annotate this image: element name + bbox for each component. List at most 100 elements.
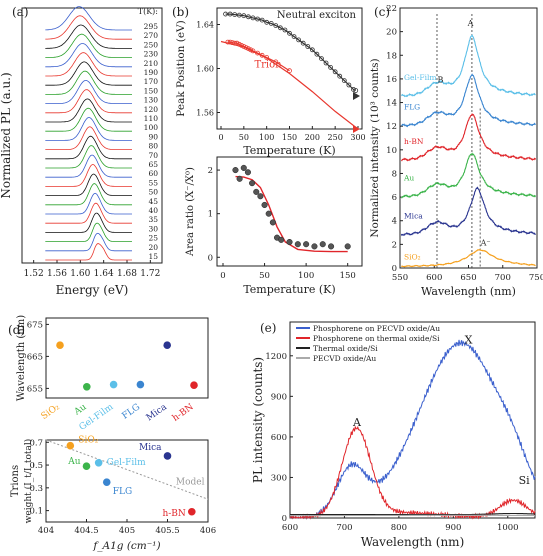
panel-d-top-point — [109, 380, 118, 389]
panel-b-bottom-xtick-label: 150 — [340, 271, 356, 281]
panel-c-annotation-aminus: A⁻ — [480, 239, 491, 248]
panel-a-temp-label: 130 — [144, 96, 159, 105]
panel-b-series-name: Neutral exciton — [277, 10, 357, 21]
panel-d-bottom-ytick-label: 0.5 — [29, 461, 43, 471]
panel-d-bottom-point-label: Mica — [139, 443, 162, 453]
panel-d-bottom-ylabel-line2: weight (I_t/I_total) — [23, 439, 34, 524]
panel-b-bottom-point — [261, 201, 268, 209]
panel-a-temp-label: 70 — [148, 151, 158, 160]
panel-d-bottom-point-label: h-BN — [162, 509, 185, 519]
panel-d-top-ylabel: Wavelength (nm) — [16, 315, 27, 401]
panel-e-xtick-label: 800 — [391, 523, 407, 533]
panel-b-series-point — [227, 11, 233, 17]
panel-b-bottom-point — [253, 188, 260, 195]
panel-b-top-xtick-label: 300 — [350, 133, 365, 142]
panel-b-top-ytick-label: 1.64 — [196, 21, 214, 30]
panel-d-bottom-ylabel-line1: Trions — [10, 465, 21, 497]
panel-b-series-point — [332, 69, 338, 75]
panel-b-bottom-point — [257, 193, 264, 200]
panel-b-series-point — [337, 73, 343, 79]
panel-c-xtick-label: 650 — [460, 273, 476, 283]
panel-a-spectrum — [45, 164, 132, 187]
panel-b-bottom-point — [236, 175, 243, 182]
panel-b-series-point — [309, 47, 315, 53]
panel-b-series-point — [346, 82, 352, 88]
panel-b-series-line — [225, 13, 356, 92]
panel-b-series-point — [259, 17, 265, 23]
panel-d-top-category-label: Mica — [145, 402, 170, 423]
panel-b-series-point — [232, 12, 238, 18]
panel-e-label: (e) — [260, 321, 276, 335]
panel-b-series-point — [323, 60, 329, 66]
panel-b-bottom-ylabel: Area ratio (X⁻/X⁰) — [185, 167, 196, 257]
panel-a-spectrum — [45, 80, 132, 104]
panel-b-series-point — [236, 12, 242, 18]
panel-a-spectrum — [45, 173, 132, 197]
panel-d-bottom-xtick-label: 405 — [119, 526, 135, 536]
panel-a-temp-label: 35 — [148, 215, 158, 224]
panel-d-top-category-label: h-BN — [171, 402, 196, 424]
panel-d-top-frame — [45, 317, 209, 399]
panel-c-spectrum — [400, 112, 537, 162]
panel-b-top-xtick-label: 100 — [259, 133, 274, 142]
panel-a-spectrum — [45, 212, 132, 233]
panel-a-spectrum — [45, 98, 132, 123]
panel-d-top-category-label: Au — [72, 402, 89, 418]
panel-b-top-ylabel: Peak Position (eV) — [175, 20, 187, 116]
panel-b-series-point — [328, 65, 334, 70]
panel-c-series-label: Gel-Film — [404, 73, 436, 82]
panel-a-temp-label: 100 — [144, 123, 159, 132]
panel-d-bottom-point-label: FLG — [113, 487, 132, 497]
panel-d-top-ytick-label: 655 — [27, 384, 43, 394]
panel-b-series-name: Trion — [254, 59, 282, 70]
panel-a-spectrum — [45, 135, 132, 160]
panel-b-bottom-xtick-label: 100 — [298, 271, 314, 281]
panel-b-bottom-point — [286, 238, 293, 246]
panel-e-ytick-label: 1200 — [265, 352, 287, 362]
panel-c-label: (c) — [374, 5, 390, 19]
panel-e-ytick-label: 600 — [271, 433, 287, 443]
panel-d-top-point — [163, 341, 171, 350]
panel-c-xtick-label: 700 — [495, 273, 511, 283]
panel-e-xtick-label: 900 — [445, 523, 461, 533]
panel-b-bottom-ytick-label: 0 — [208, 253, 213, 263]
panel-b-top-xtick-label: 150 — [282, 133, 297, 142]
panel-e-legend-label: Thermal oxide/Si — [313, 344, 378, 353]
panel-b-series-point — [314, 51, 320, 57]
panel-a-label: (a) — [12, 5, 29, 19]
panel-b-series-point — [291, 34, 297, 39]
panel-b-bottom-point — [265, 210, 272, 217]
panel-d-bottom-ytick-label: 0.1 — [29, 507, 43, 517]
panel-a-temp-label: 55 — [148, 178, 158, 187]
panel-b-bottom-point — [240, 164, 247, 171]
panel-d-top-ytick-label: 675 — [27, 320, 43, 330]
panel-d-top-point — [136, 380, 145, 389]
panel-b-series-point — [223, 11, 228, 17]
panel-a-temp-label: 190 — [144, 68, 159, 77]
panel-b-bottom-point — [328, 243, 335, 250]
panel-a-temp-label: 230 — [144, 50, 159, 59]
panel-b-label: (b) — [172, 5, 189, 19]
panel-a-xtick-label: 1.56 — [47, 269, 67, 279]
panel-d-model-label: Model — [176, 477, 205, 487]
panel-b-series-point — [287, 68, 292, 74]
panel-c-ytick-label: 0 — [392, 264, 397, 274]
panel-c-ytick-label: 20 — [386, 28, 397, 38]
panel-c-series-label: Mica — [404, 211, 423, 220]
panel-e-xtick-label: 600 — [282, 523, 298, 533]
panel-d-bottom-point-label: SiO₂ — [78, 436, 98, 446]
panel-c-spectrum — [400, 249, 536, 268]
panel-a-frame — [21, 7, 163, 264]
panel-a-spectrum — [45, 117, 132, 141]
panel-c-xtick-label: 550 — [392, 273, 408, 283]
panel-b-bottom-ytick-label: 1 — [208, 210, 213, 220]
panel-a-spectrum — [45, 6, 132, 31]
panel-b-bottom-point — [249, 180, 256, 187]
panel-e-spectrum — [289, 339, 536, 520]
panel-d-model-line — [45, 439, 209, 500]
panel-b-top-ytick-label: 1.60 — [196, 65, 214, 74]
panel-e-ylabel: PL intensity (counts) — [251, 357, 265, 483]
panel-a-temp-label: 15 — [148, 252, 158, 261]
panel-d-top-point — [83, 383, 91, 391]
panel-a-temp-label: 110 — [144, 114, 159, 123]
